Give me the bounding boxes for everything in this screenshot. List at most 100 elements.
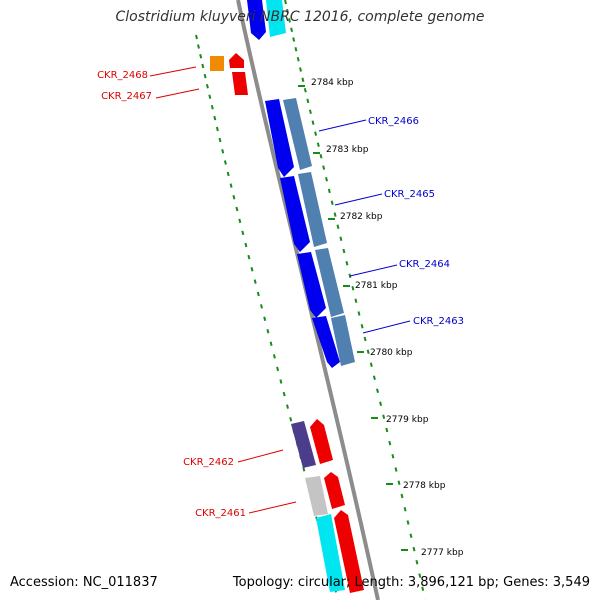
gene-label-ckr-2463[interactable]: CKR_2463 (413, 316, 464, 327)
track-tick (290, 27, 294, 33)
track-tick (382, 414, 386, 420)
track-tick (325, 176, 328, 182)
track-tick (348, 273, 352, 279)
track-tick (203, 73, 207, 79)
track-tick (301, 77, 305, 83)
gene-feature-ckr-2467[interactable] (229, 53, 244, 68)
track-tick (282, 391, 286, 397)
scale-marks: 2784 kbp 2783 kbp 2782 kbp 2781 kbp 2780… (298, 78, 464, 558)
genome-title: Clostridium kluyveri NBRC 12016, complet… (115, 9, 485, 25)
gene-feature-ckr-2466[interactable] (265, 99, 294, 177)
track-tick (354, 298, 358, 304)
track-tick (299, 67, 302, 72)
gene-label-ckr-2461[interactable]: CKR_2461 (195, 508, 246, 519)
track-tick (412, 546, 416, 552)
gene-feature-ckr-2467[interactable] (232, 72, 248, 95)
track-tick (292, 37, 296, 42)
track-tick (218, 137, 222, 143)
track-tick (247, 254, 251, 260)
track-tick (319, 153, 323, 159)
gene-feature[interactable] (247, 0, 266, 40)
gene-feature-ckr-2465[interactable] (298, 172, 327, 247)
track-tick (286, 8, 289, 14)
gene-feature-ckr-2464[interactable] (297, 252, 326, 318)
leader-line (149, 66, 197, 77)
gene-feature-ckr-2462[interactable] (291, 421, 316, 468)
track-tick (409, 533, 413, 539)
track-tick (235, 206, 239, 212)
scale-label: 2780 kbp (370, 348, 413, 358)
track-tick (314, 131, 318, 136)
track-tick (336, 224, 340, 229)
track-tick (400, 493, 404, 499)
track-tick (342, 248, 346, 254)
gene-feature-ckr-2468[interactable] (210, 56, 224, 71)
track-tick (303, 88, 307, 93)
gene-feature-ckr-2463[interactable] (331, 315, 355, 366)
track-tick (372, 375, 376, 380)
track-tick (330, 200, 334, 205)
genome-summary-text: Topology: circular; Length: 3,896,121 bp… (232, 575, 590, 590)
track-tick (250, 267, 254, 272)
track-tick (208, 94, 212, 100)
accession-text: Accession: NC_011837 (10, 575, 158, 590)
track-tick (232, 194, 236, 200)
track-tick (308, 109, 312, 114)
gene-feature[interactable] (310, 419, 333, 464)
gene-label-ckr-2465[interactable]: CKR_2465 (384, 189, 435, 200)
gene-feature-ckr-2464[interactable] (315, 248, 344, 317)
gene-feature[interactable] (266, 0, 286, 37)
track-tick (199, 53, 203, 59)
track-tick (366, 349, 370, 355)
gene-feature[interactable] (334, 510, 364, 593)
scale-label: 2782 kbp (340, 212, 383, 222)
gene-feature-ckr-2465[interactable] (280, 176, 310, 252)
gene-feature[interactable] (316, 514, 345, 592)
track-tick (284, 0, 287, 5)
track-tick (394, 467, 398, 472)
track-tick (339, 236, 343, 242)
track-tick (357, 311, 361, 316)
track-tick (229, 183, 233, 188)
gene-feature-ckr-2461[interactable] (305, 476, 328, 516)
track-tick (388, 440, 392, 446)
gene-feature-ckr-2463[interactable] (312, 316, 340, 368)
track-tick (288, 18, 291, 23)
track-tick (311, 120, 315, 125)
gene-label-ckr-2464[interactable]: CKR_2464 (399, 259, 450, 270)
leader-line (155, 88, 200, 99)
track-tick (379, 401, 383, 406)
track-tick (205, 84, 209, 89)
track-tick (223, 160, 227, 165)
gene-label-ckr-2468[interactable]: CKR_2468 (97, 70, 148, 81)
scale-label: 2784 kbp (311, 78, 354, 88)
gene-label-ckr-2466[interactable]: CKR_2466 (368, 116, 419, 127)
track-tick (269, 341, 273, 347)
scale-label: 2777 kbp (421, 548, 464, 558)
track-tick (201, 63, 205, 69)
track-tick (294, 47, 298, 52)
gene-feature-ckr-2466[interactable] (283, 98, 312, 170)
scale-label: 2778 kbp (403, 481, 446, 491)
gene-label-ckr-2467[interactable]: CKR_2467 (101, 91, 152, 102)
leader-line (334, 193, 383, 206)
track-tick (195, 34, 198, 40)
track-tick (397, 480, 401, 486)
gene-label-ckr-2462[interactable]: CKR_2462 (183, 457, 234, 468)
track-tick (415, 560, 419, 565)
track-tick (289, 416, 293, 422)
track-tick (213, 115, 217, 121)
track-tick (226, 171, 230, 177)
track-tick (327, 188, 331, 194)
track-tick (316, 142, 320, 148)
track-tick (241, 230, 245, 236)
gene-features (210, 0, 364, 593)
track-tick (322, 165, 326, 170)
gene-feature[interactable] (324, 472, 345, 509)
track-tick (306, 98, 310, 104)
gene-labels: CKR_2468 CKR_2467 CKR_2466 CKR_2465 CKR_… (97, 66, 464, 519)
leader-line (318, 119, 367, 132)
track-tick (286, 404, 289, 409)
